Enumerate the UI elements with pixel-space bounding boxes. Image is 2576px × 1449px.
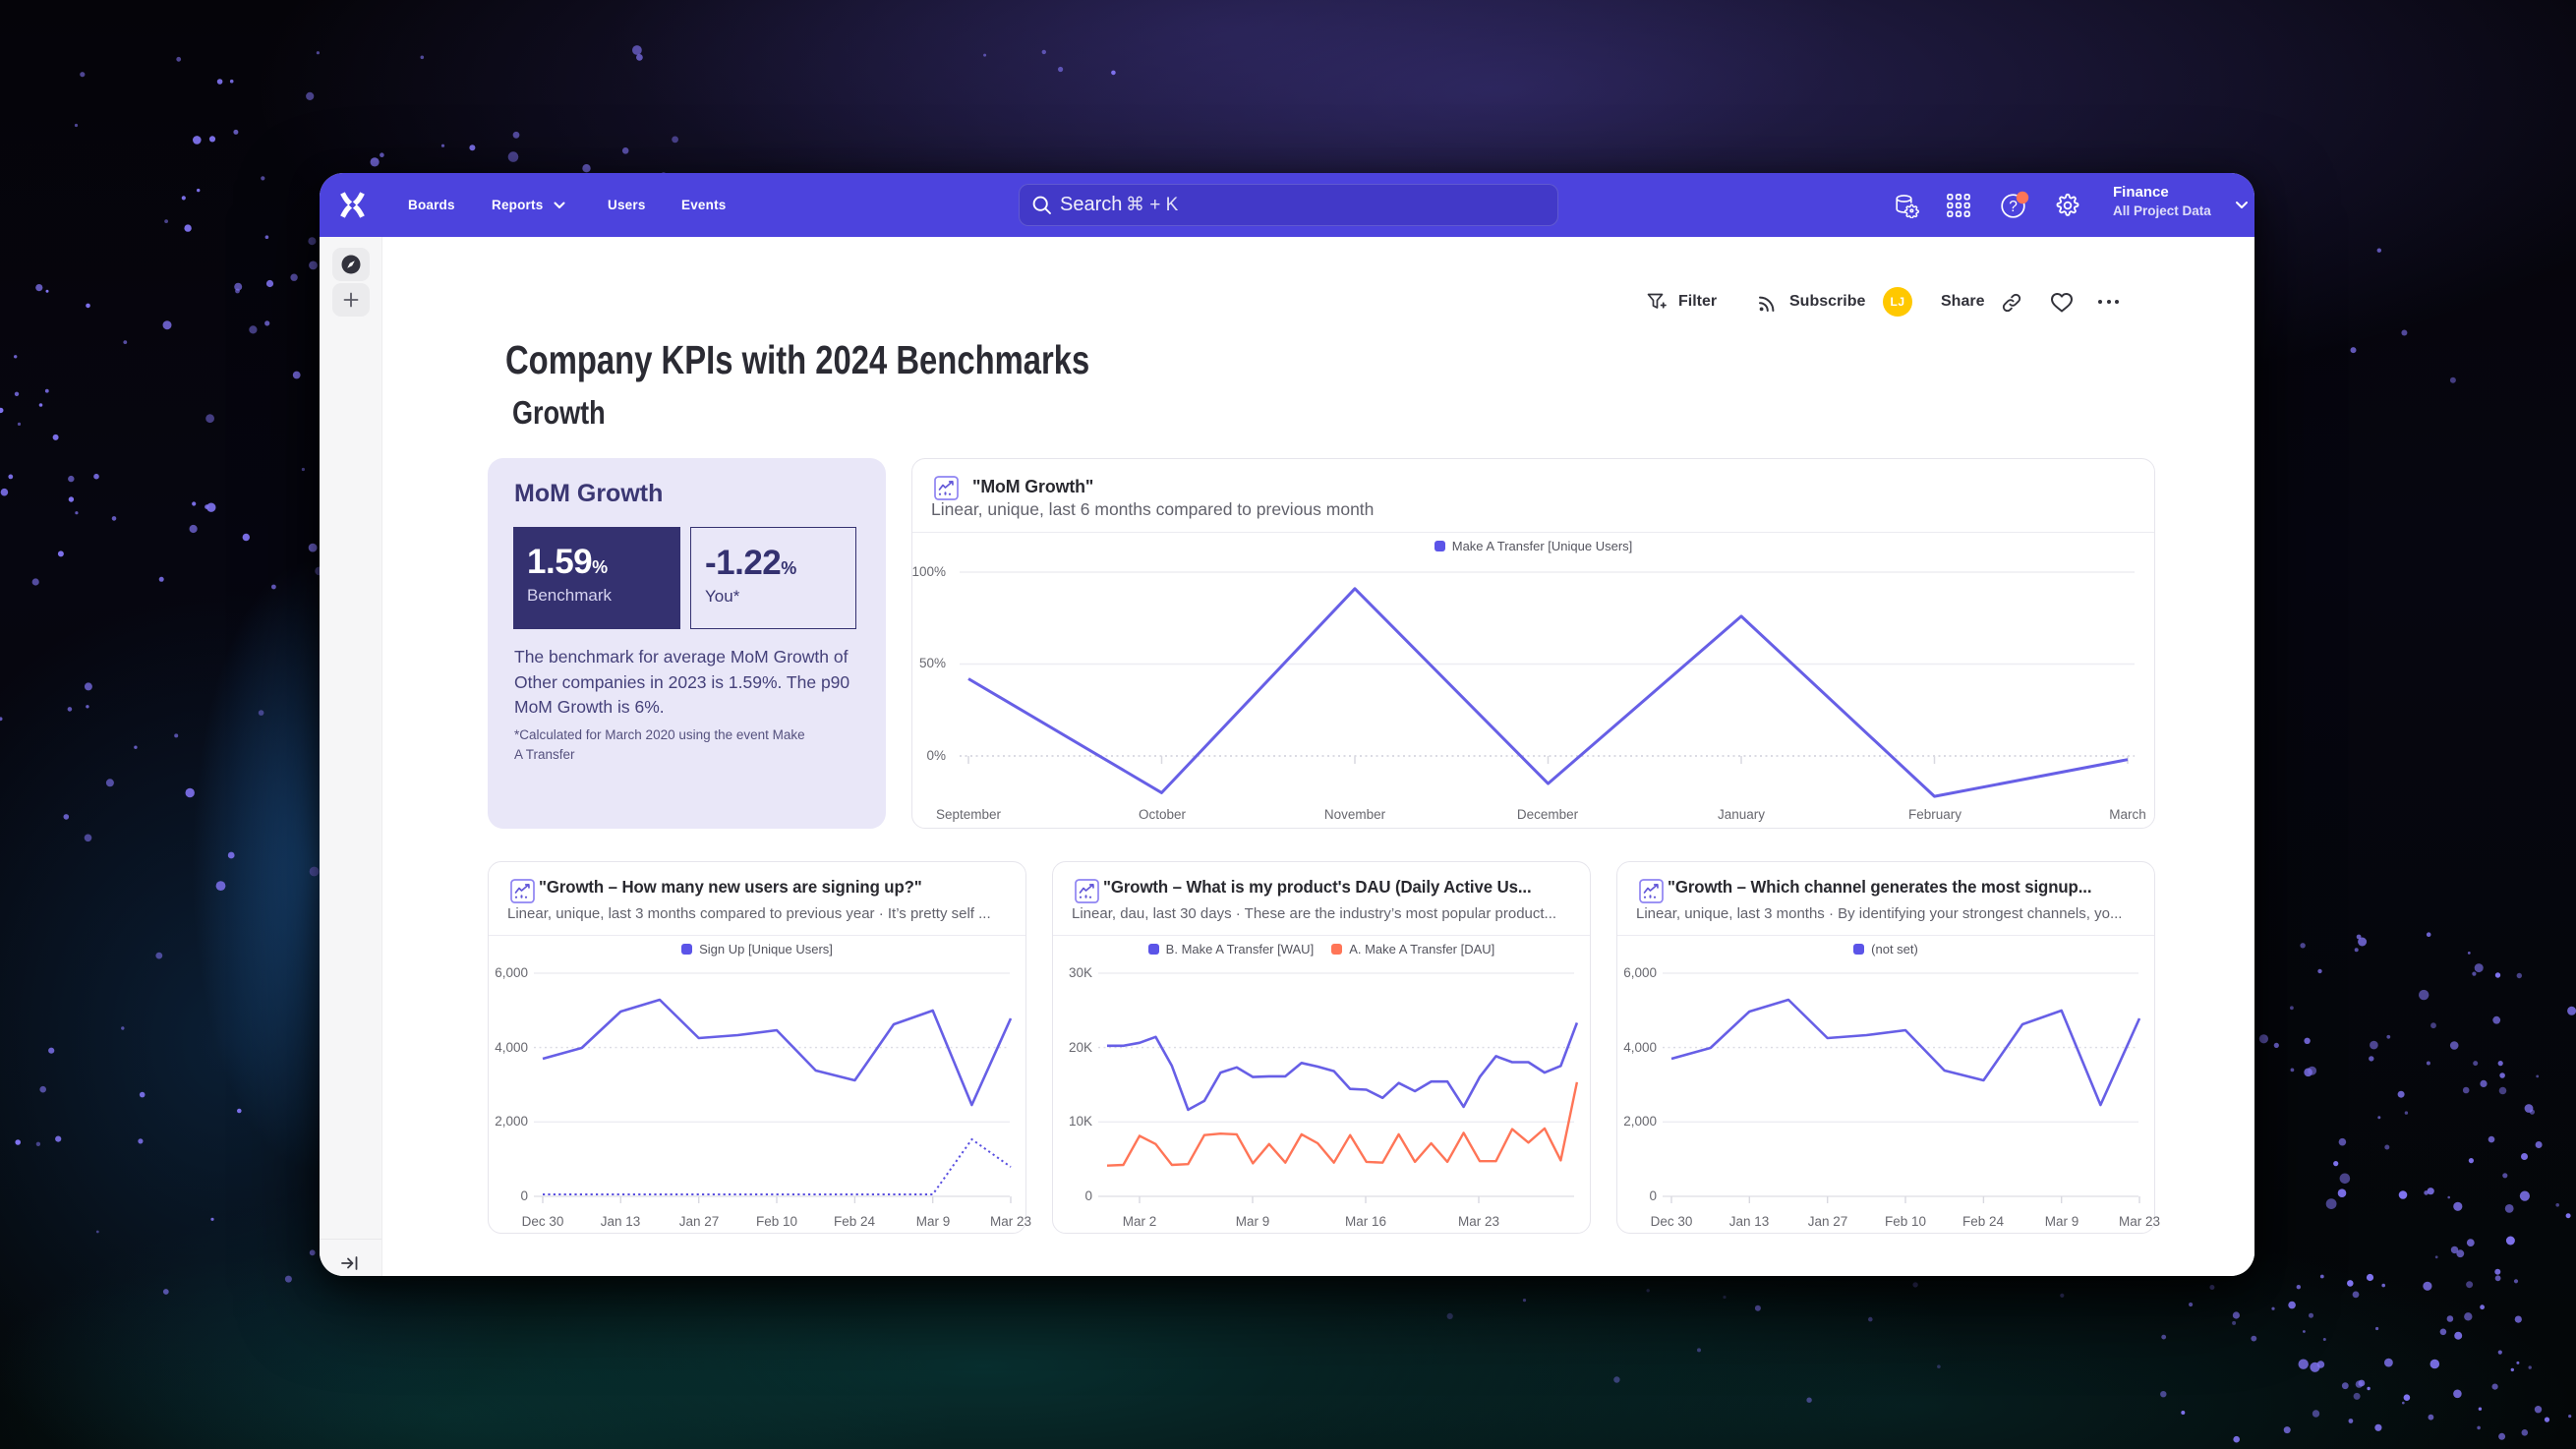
svg-text:?: ?: [2009, 199, 2018, 215]
